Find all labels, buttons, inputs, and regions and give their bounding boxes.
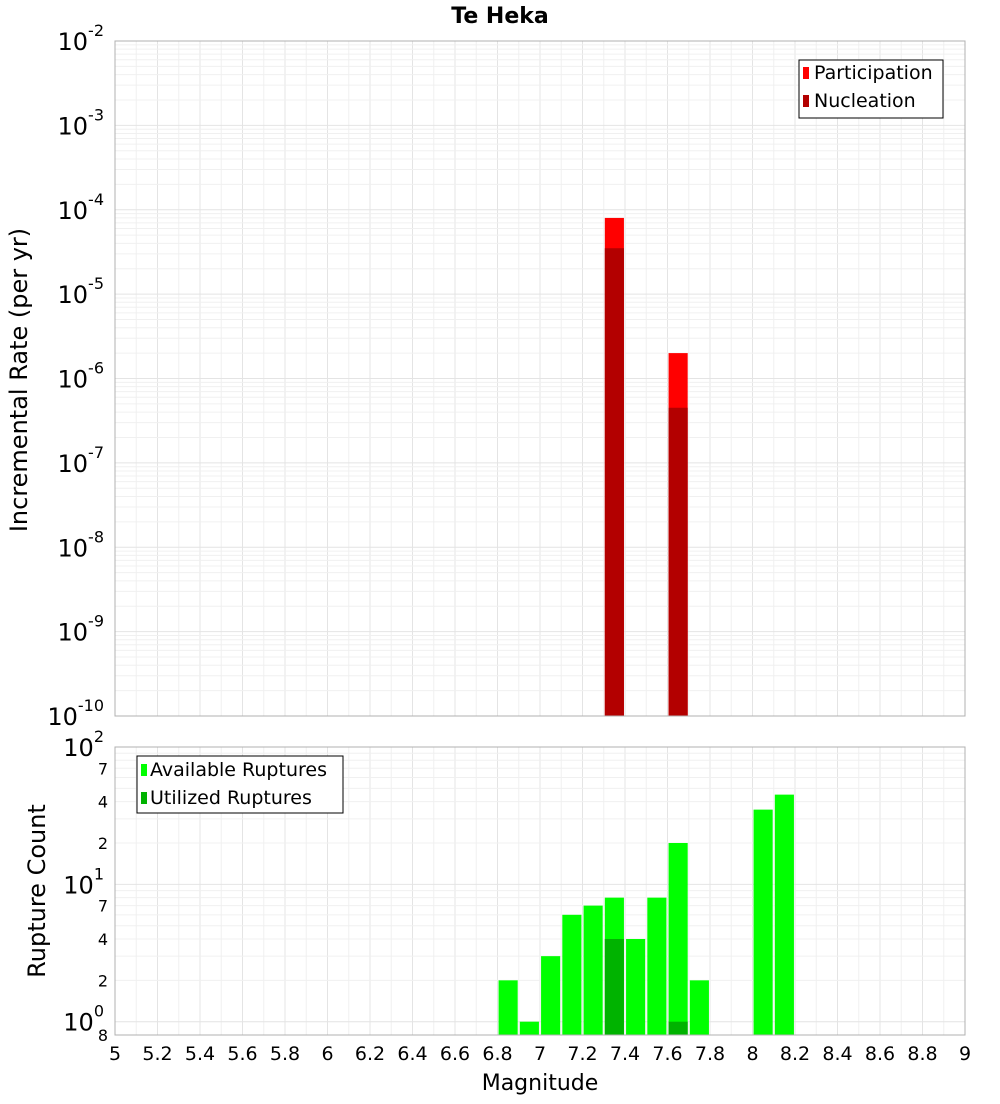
chart-title: Te Heka [451,4,548,29]
x-tick-label: 7.4 [610,1043,640,1065]
x-tick-label: 8.4 [822,1043,852,1065]
top-bars [604,217,688,717]
x-tick-label: 5.8 [270,1043,300,1065]
bottom-bars [498,794,794,1035]
bottom-y-major-tick-label: 100 [63,1002,104,1037]
x-axis-label: Magnitude [482,1071,599,1096]
bottom-y-minor-tick-label: 2 [98,834,108,853]
legend-swatch-nucleation [803,95,809,107]
bottom-bar-available-ruptures [647,897,667,1035]
legend-label-utilized-ruptures: Utilized Ruptures [150,787,312,809]
x-tick-label: 7 [534,1043,546,1065]
top-y-tick-label: 10-3 [58,105,105,140]
x-tick-label: 6 [321,1043,333,1065]
bottom-y-axis-label: Rupture Count [23,804,51,978]
top-y-tick-label: 10-8 [58,527,105,562]
bottom-bar-available-ruptures [774,794,794,1035]
bottom-bar-available-ruptures [498,980,518,1035]
legend-label-nucleation: Nucleation [814,90,916,112]
x-tick-label: 9 [959,1043,971,1065]
bottom-bar-available-ruptures [541,956,561,1035]
top-grid [114,41,966,717]
bottom-bar-available-ruptures [626,939,646,1035]
bottom-y-minor-tick-label: 2 [98,971,108,990]
top-y-ticks: 10-2 10-3 10-4 10-5 10-6 10-7 10-8 10-9 10-10 [47,21,104,731]
top-y-tick-label: 10-9 [58,612,105,647]
x-tick-label: 7.2 [567,1043,597,1065]
x-tick-label: 8 [746,1043,758,1065]
legend-swatch-available-ruptures [141,764,147,776]
x-tick-label: 5.2 [142,1043,172,1065]
top-legend: Participation Nucleation [798,59,944,119]
top-y-tick-label: 10-5 [58,274,105,309]
x-tick-label: 5 [109,1043,121,1065]
x-tick-label: 8.2 [780,1043,810,1065]
top-plot-frame [114,40,966,717]
top-legend-box [798,59,944,119]
x-tick-label: 6.4 [397,1043,427,1065]
legend-label-available-ruptures: Available Ruptures [150,759,327,781]
bottom-y-minor-tick-label: 7 [98,759,108,778]
legend-label-participation: Participation [814,62,933,84]
bottom-legend-box [136,755,344,814]
bottom-bar-available-ruptures [753,809,773,1035]
bottom-y-minor-tick-label: 4 [98,930,108,949]
bottom-plot-frame [114,746,966,1036]
legend-swatch-participation [803,67,809,79]
top-y-tick-label: 10-10 [47,696,104,731]
bottom-y-major-tick-label: 102 [63,727,104,762]
bottom-y-minor-tick-label: 4 [98,793,108,812]
top-bar-nucleation [668,407,688,716]
x-tick-label: 8.8 [907,1043,937,1065]
x-tick-label: 6.6 [440,1043,470,1065]
x-tick-label: 8.6 [865,1043,895,1065]
bottom-y-minor-tick-label: 7 [98,897,108,916]
top-y-axis-label: Incremental Rate (per yr) [5,228,33,532]
top-y-tick-label: 10-6 [58,359,105,394]
x-tick-label: 7.8 [695,1043,725,1065]
x-tick-label: 7.6 [652,1043,682,1065]
top-bar-nucleation [604,248,624,717]
bottom-bar-available-ruptures [689,980,709,1035]
bottom-y-major-tick-label: 101 [63,864,104,899]
bottom-bar-available-ruptures [562,914,582,1035]
x-tick-label: 5.6 [227,1043,257,1065]
bottom-legend: Available Ruptures Utilized Ruptures [136,755,344,814]
x-tick-label: 5.4 [185,1043,215,1065]
bottom-y-minor-tick-label: 8 [98,1026,108,1045]
top-y-tick-label: 10-4 [58,190,105,225]
top-y-tick-label: 10-7 [58,443,105,478]
bottom-y-ticks: 102 101 100 7 4 2 7 4 2 8 [63,727,108,1045]
bottom-bar-utilized-ruptures [668,1021,688,1035]
x-ticks: 5 5.2 5.4 5.6 5.8 6 6.2 6.4 6.6 6.8 7 7.2 7.4 7.6 7.8 8… [109,1043,971,1065]
top-y-tick-label: 10-2 [58,21,105,56]
bottom-bar-available-ruptures [668,843,688,1035]
bottom-bar-available-ruptures [583,905,603,1035]
x-tick-label: 6.2 [355,1043,385,1065]
legend-swatch-utilized-ruptures [141,792,147,804]
bottom-bar-utilized-ruptures [604,939,624,1035]
bottom-bar-available-ruptures [519,1021,539,1035]
x-tick-label: 6.8 [482,1043,512,1065]
